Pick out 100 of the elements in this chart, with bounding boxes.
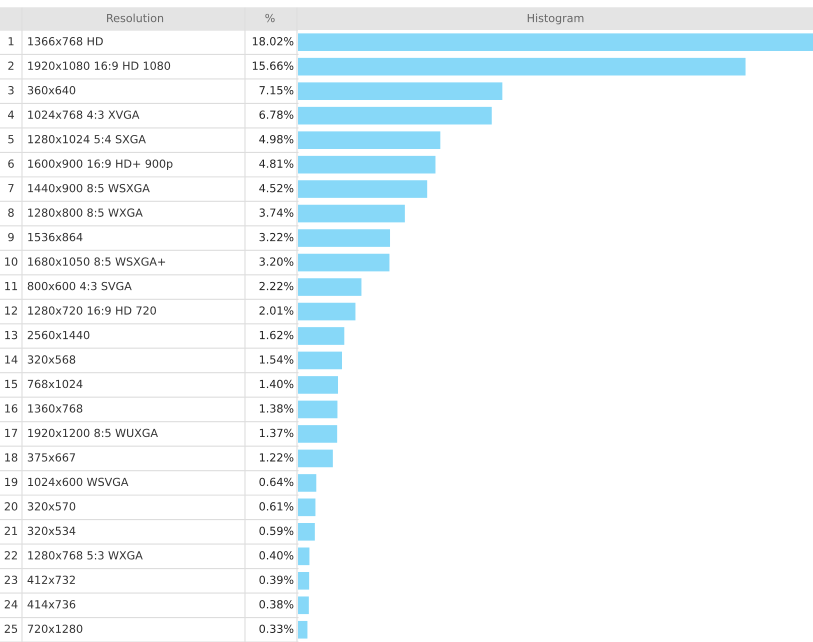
text: 14 [5,355,18,364]
data-label: 1.40% [260,380,294,388]
y-tick-label: 2560x1440 [28,330,90,340]
data-label: 0.59% [259,526,294,536]
bar [298,425,338,443]
y-tick-label: 1280x1024 5:4 SXGA [28,134,146,144]
y-tick-label: 800x600 4:3 SVGA [28,282,132,290]
y-tick-label: 360x640 [28,86,76,94]
bar [298,254,390,272]
data-label: 0.61% [259,502,294,511]
bar [298,204,405,222]
text: 20 [4,502,18,511]
data-label: 2.22% [260,282,294,290]
data-label: 7.15% [260,86,294,94]
y-tick-label: 1024x768 4:3 XVGA [28,110,140,119]
text: 15 [5,380,18,388]
text: 24 [4,600,18,608]
bar [298,572,310,590]
bar [298,131,440,149]
data-label: 3.20% [260,257,294,266]
bar [298,33,813,52]
bar [298,327,344,345]
text: 17 [5,428,18,437]
data-label: 18.02% [252,37,294,46]
text: 19 [5,478,18,486]
bar [298,376,338,394]
y-tick-label: 320x570 [28,502,76,511]
text: 7 [8,184,14,192]
bar [298,82,502,100]
data-label: 4.81% [259,159,294,168]
text: 13 [5,330,18,340]
y-tick-label: 320x534 [28,526,76,536]
y-axis-title: Resolution [107,14,164,22]
bar [298,278,362,296]
bar [298,58,746,76]
text: 5 [8,135,14,144]
data-label: 0.40% [259,551,294,560]
y-tick-label: 320x568 [28,355,76,364]
y-tick-label: 1600x900 16:9 HD+ 900p [28,159,172,170]
y-tick-label: 1366x768 HD [28,37,103,46]
text: 12 [5,306,17,315]
y-tick-label: 720x1280 [28,624,82,633]
data-label: 2.01% [260,306,294,315]
y-tick-label: 1920x1200 8:5 WUXGA [28,428,158,438]
data-label: 4.98% [259,134,294,144]
bar [298,474,316,492]
bar [298,106,492,124]
text: 25 [4,624,18,633]
text: 11 [5,282,18,290]
bar [298,180,428,198]
y-tick-label: 412x732 [28,576,75,584]
text: 16 [5,404,18,413]
text: 21 [4,526,18,535]
text: 10 [5,257,18,266]
y-tick-label: 1680x1050 8:5 WSXGA+ [28,257,166,266]
bar [298,596,309,614]
text: 9 [8,232,14,242]
data-label: 1.38% [260,404,294,413]
bar [298,620,308,639]
data-label: 4.52% [259,184,294,192]
y-tick-label: 1280x768 5:3 WXGA [28,551,143,560]
text: 4 [8,110,14,119]
text: 6 [8,159,14,168]
bar [298,548,310,566]
bar [298,523,315,541]
y-tick-label: 1360x768 [28,404,82,413]
y-tick-label: 1280x800 8:5 WXGA [28,208,143,217]
data-label: 1.22% [260,453,294,462]
bar [298,229,390,247]
bar [298,156,436,174]
data-label: 0.39% [259,576,294,584]
text: 23 [4,576,18,584]
text: 8 [8,208,14,217]
bar [298,352,342,370]
text: 22 [4,551,17,560]
y-tick-label: 1440x900 8:5 WSXGA [28,184,150,192]
data-label: 3.74% [260,208,294,217]
text: 3 [8,86,14,94]
bar [298,400,338,418]
bar [298,302,356,320]
bar [298,498,316,516]
y-tick-label: 1280x720 16:9 HD 720 [28,306,156,315]
y-tick-label: 1024x600 WSVGA [28,478,128,486]
y-tick-label: 1920x1080 16:9 HD 1080 [28,62,170,70]
bar [298,450,333,468]
text: 1 [8,37,14,46]
data-label: 1.54% [260,355,294,364]
text: 18 [5,453,18,462]
data-label: 1.37% [260,428,294,438]
data-label: 15.66% [252,62,294,70]
y-tick-label: 768x1024 [28,380,82,388]
y-tick-label: 1536x864 [28,232,82,242]
data-label: 0.64% [259,478,294,486]
text: 2 [8,62,14,70]
data-label: 0.38% [259,600,294,609]
y-tick-label: 414x736 [28,600,76,609]
y-tick-label: 375x667 [28,453,76,462]
x-axis-title: Histogram [528,14,584,24]
data-label: 1.62% [260,330,294,340]
data-label: 6.78% [259,110,294,119]
